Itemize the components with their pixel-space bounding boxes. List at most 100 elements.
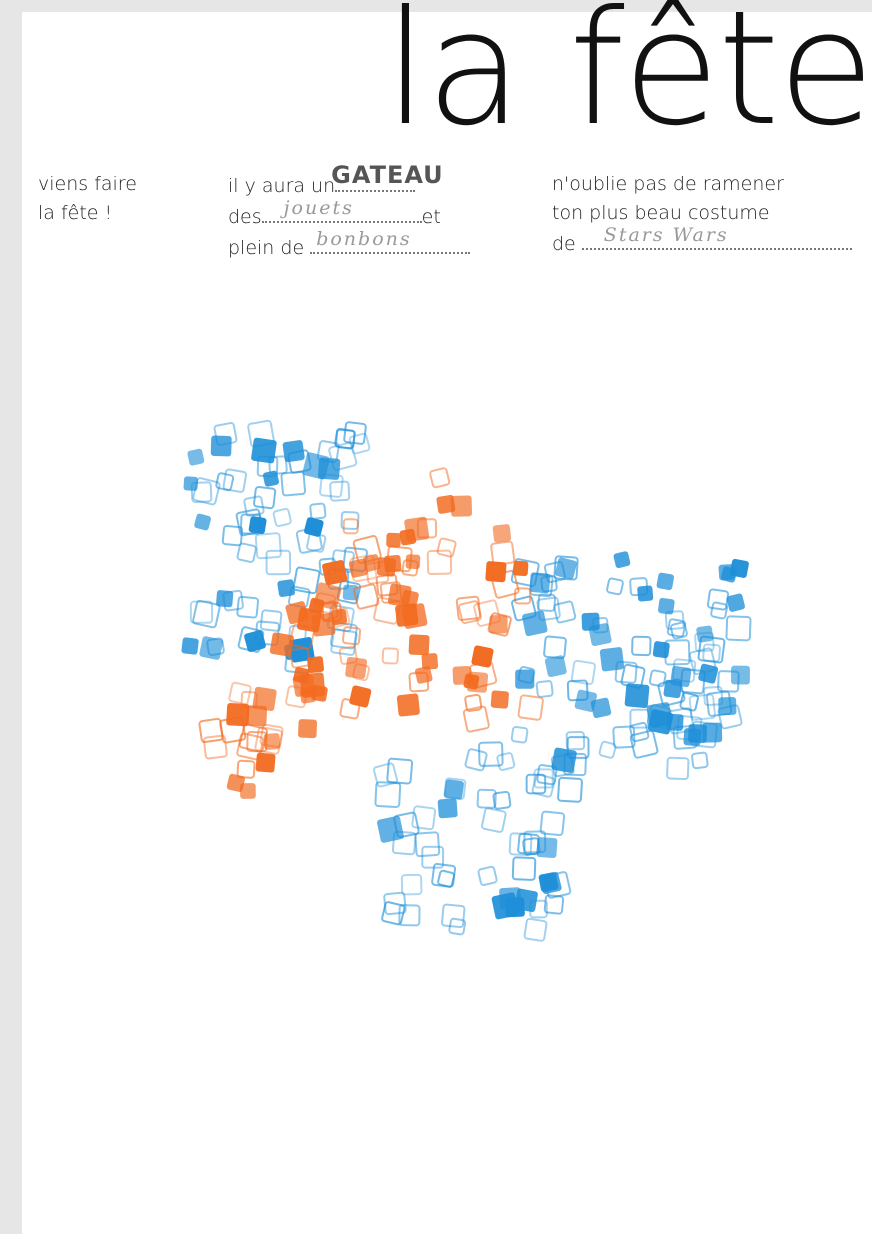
stamp-square: [345, 656, 368, 679]
stamp-square: [329, 480, 351, 502]
stamp-square: [340, 510, 360, 530]
stamp-square: [448, 917, 467, 936]
stamp-square: [322, 560, 348, 586]
stamp-square: [411, 805, 437, 831]
stamp-square: [443, 777, 467, 801]
stamp-square: [691, 751, 709, 770]
stamp-square: [702, 643, 721, 663]
stamp-square: [321, 601, 343, 623]
stamp-square: [304, 517, 324, 537]
stamp-square: [213, 421, 238, 446]
blank: bonbons: [310, 228, 471, 254]
stamp-square: [717, 704, 743, 730]
stamp-square: [404, 516, 430, 542]
stamp-square: [539, 872, 562, 894]
stamp-square: [289, 647, 311, 669]
stamp-square: [437, 798, 458, 819]
stamp-square: [381, 647, 399, 665]
stamp-square: [614, 660, 638, 684]
stamp-square: [544, 655, 567, 678]
stamp-square: [348, 558, 368, 578]
stamp-square: [372, 762, 399, 788]
stamp-square: [629, 721, 650, 743]
stamp-square: [523, 917, 548, 942]
stamp-square: [221, 524, 244, 547]
stamp-square: [496, 752, 516, 771]
stamp-square: [202, 734, 228, 760]
stamp-square: [696, 625, 714, 643]
stamp-square: [566, 736, 590, 759]
stamp-square: [543, 894, 565, 915]
stamp-square: [477, 865, 498, 886]
stamp-square: [606, 577, 624, 596]
stamp-square: [511, 856, 537, 881]
text: il y aura un: [228, 175, 336, 197]
stamp-square: [726, 593, 745, 612]
stamp-square: [441, 903, 466, 929]
stamp-square: [436, 494, 456, 514]
stamp-square: [391, 830, 417, 856]
text-line: des jouets et: [228, 197, 470, 232]
stamp-square: [255, 752, 276, 773]
stamp-square: [377, 815, 404, 843]
stamp-square: [259, 609, 283, 632]
stamp-square: [566, 679, 589, 702]
stamp-square: [536, 837, 558, 859]
stamp-square: [455, 595, 482, 621]
stamp-square: [421, 653, 439, 670]
blank: jouets: [261, 197, 422, 223]
stamp-square: [386, 757, 414, 785]
stamp-square: [414, 666, 433, 684]
stamp-square: [431, 862, 457, 888]
stamp-square: [664, 639, 691, 666]
stamp-square: [718, 564, 735, 581]
stamp-square: [669, 621, 688, 640]
stamp-square: [226, 773, 246, 793]
stamp-square: [666, 756, 690, 781]
stamp-square: [581, 612, 600, 631]
stamp-square: [348, 432, 371, 455]
title: la fête: [384, 0, 872, 161]
stamp-square: [292, 566, 321, 595]
stamp-artwork: [181, 419, 752, 942]
text-line: viens faire: [38, 173, 137, 195]
stamp-square: [236, 542, 257, 563]
stamp-square: [514, 587, 532, 605]
stamp-square: [481, 807, 507, 833]
stamp-square: [239, 513, 262, 535]
stamp-square: [539, 810, 566, 837]
stamp-square: [450, 495, 473, 517]
stamp-square: [222, 468, 248, 493]
stamp-square: [198, 717, 224, 744]
text-line: il y aura un GATEAU: [228, 161, 470, 201]
stamp-square: [555, 557, 577, 580]
stamp-square: [489, 615, 508, 634]
stamp-square: [664, 610, 685, 630]
stamp-square: [309, 502, 327, 520]
stamp-square: [491, 892, 519, 920]
text: et: [421, 206, 441, 228]
stamp-square: [429, 467, 451, 489]
stamp-square: [421, 845, 445, 869]
stamp-square: [476, 788, 497, 809]
stamp-square: [280, 470, 307, 497]
stamp-square: [565, 730, 586, 751]
stamp-square: [672, 724, 698, 750]
stamp-square: [462, 705, 490, 733]
stamp-square: [379, 581, 403, 604]
stamp-square: [236, 759, 256, 779]
stamp-square: [334, 427, 356, 450]
stamp-square: [414, 831, 441, 858]
stamp-square: [247, 419, 275, 448]
stamp-square: [416, 518, 438, 539]
stamp-square: [515, 669, 535, 689]
stamp-square: [206, 637, 225, 656]
stamp-square: [629, 729, 659, 759]
stamp-square: [485, 561, 507, 583]
stamp-square: [590, 697, 612, 719]
stamp-square: [374, 781, 402, 808]
stamp-square: [400, 873, 423, 896]
stamp-square: [703, 685, 724, 707]
handwriting: bonbons: [316, 228, 412, 250]
